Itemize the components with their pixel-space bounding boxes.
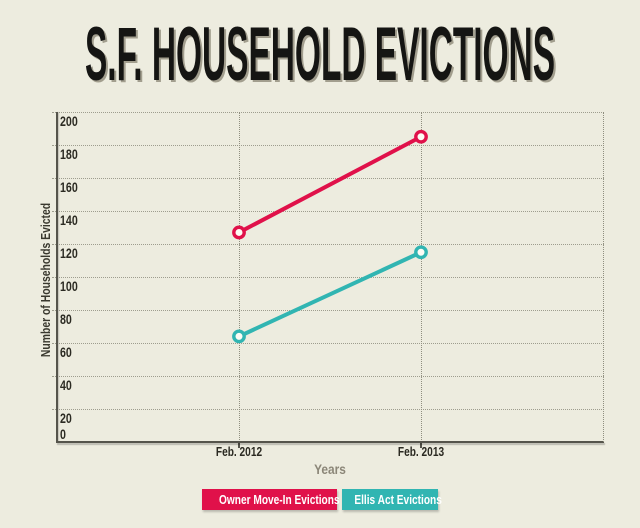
plot-right-border <box>603 112 604 442</box>
y-tick-label: 140 <box>60 212 78 228</box>
gridline-x-1 <box>239 112 240 442</box>
y-tick-label: 160 <box>60 179 78 195</box>
y-tick-label: 180 <box>60 146 78 162</box>
page-title-text: S.F. HOUSEHOLD EVICTIONS <box>85 12 555 97</box>
gridline-y-200 <box>52 112 604 113</box>
legend: Owner Move-In Evictions Ellis Act Evicti… <box>0 489 640 510</box>
gridline-y-140 <box>52 211 604 212</box>
y-tick-label: 40 <box>60 377 72 393</box>
gridline-y-60 <box>52 343 604 344</box>
x-tick-mark <box>238 443 240 448</box>
page-title: S.F. HOUSEHOLD EVICTIONS S.F. HOUSEHOLD … <box>85 12 557 99</box>
y-tick-label: 120 <box>60 245 78 261</box>
data-line-1 <box>237 250 423 339</box>
legend-owner-move-in-label: Owner Move-In Evictions <box>219 492 340 507</box>
gridline-y-100 <box>52 277 604 278</box>
y-axis-title: Number of Households Evicted <box>38 202 53 358</box>
y-tick-label: 80 <box>60 311 72 327</box>
y-tick-label: 100 <box>60 278 78 294</box>
gridline-y-20 <box>52 409 604 410</box>
page-title-shadow: S.F. HOUSEHOLD EVICTIONS <box>87 14 557 99</box>
gridline-y-180 <box>52 145 604 146</box>
y-tick-label: 0 <box>60 426 66 442</box>
legend-ellis-act-label: Ellis Act Evictions <box>354 492 442 507</box>
gridline-x-2 <box>421 112 422 442</box>
x-axis-title: Years <box>314 461 346 477</box>
gridline-y-160 <box>52 178 604 179</box>
x-tick-label: Feb. 2012 <box>215 444 263 459</box>
x-axis-line <box>56 441 604 443</box>
y-tick-label: 20 <box>60 410 72 426</box>
x-tick-mark <box>420 443 422 448</box>
legend-owner-move-in-badge: Owner Move-In Evictions <box>202 489 340 510</box>
gridline-y-120 <box>52 244 604 245</box>
y-axis-line <box>56 112 58 443</box>
x-tick-label: Feb. 2013 <box>397 444 445 459</box>
y-tick-label: 200 <box>60 113 78 129</box>
y-tick-label: 60 <box>60 344 72 360</box>
data-line-0 <box>237 134 423 235</box>
gridline-y-40 <box>52 376 604 377</box>
gridline-y-80 <box>52 310 604 311</box>
legend-ellis-act-badge: Ellis Act Evictions <box>342 489 442 510</box>
